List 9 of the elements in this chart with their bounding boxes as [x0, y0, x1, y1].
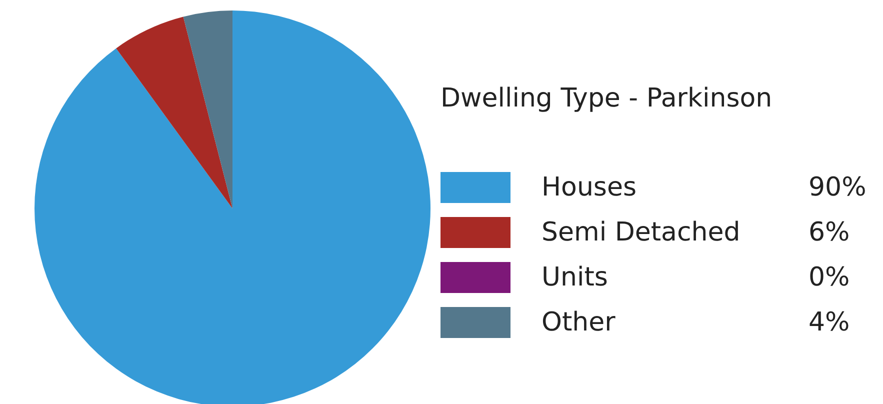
data-label: 90%	[808, 172, 866, 202]
data-label: 6%	[808, 218, 850, 248]
legend-label: Semi Detached	[542, 218, 740, 248]
legend-label: Other	[542, 308, 616, 338]
legend-title: Dwelling Type - Parkinson	[440, 84, 772, 114]
text: 0%	[808, 262, 850, 292]
legend-label: Units	[542, 262, 608, 292]
data-label: 4%	[808, 308, 850, 338]
legend-label: Houses	[542, 172, 637, 202]
